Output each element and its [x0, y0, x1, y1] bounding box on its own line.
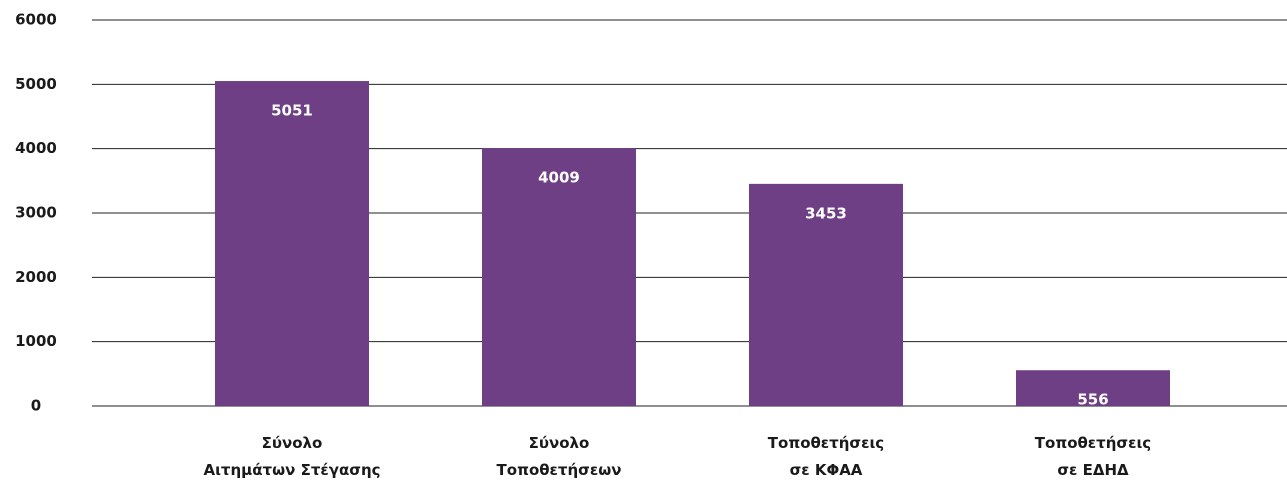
value-label: 556 — [1077, 391, 1108, 409]
x-tick-label: Τοποθετήσεις σε ΚΦΑΑ — [768, 434, 884, 479]
x-tick-label-line: Τοποθετήσεων — [497, 461, 622, 479]
x-tick-label: Σύνολο Αιτημάτων Στέγασης — [203, 434, 380, 479]
value-label: 3453 — [805, 204, 847, 222]
x-tick-label-line: Τοποθετήσεις — [768, 434, 884, 452]
bar — [1016, 370, 1170, 406]
bar — [482, 148, 636, 407]
value-label: 4009 — [538, 169, 580, 187]
y-tick-label: 5000 — [15, 75, 57, 93]
y-tick-label: 1000 — [15, 332, 57, 350]
x-tick-label-line: Αιτημάτων Στέγασης — [203, 461, 380, 479]
y-tick-label: 0 — [31, 397, 41, 415]
x-tick-label-line: σε ΚΦΑΑ — [790, 461, 863, 479]
x-tick-label: Τοποθετήσεις σε ΕΔΗΔ — [1035, 434, 1151, 479]
y-tick-label: 6000 — [15, 11, 57, 29]
x-tick-label-line: σε ΕΔΗΔ — [1057, 461, 1129, 479]
y-tick-label: 2000 — [15, 268, 57, 286]
y-tick-label: 3000 — [15, 204, 57, 222]
bar — [749, 183, 903, 406]
x-tick-label-line: Σύνολο — [262, 434, 323, 452]
y-tick-label: 4000 — [15, 139, 57, 157]
x-tick-label-line: Σύνολο — [529, 434, 590, 452]
x-tick-label-line: Τοποθετήσεις — [1035, 434, 1151, 452]
value-label: 5051 — [271, 102, 313, 120]
bar — [215, 81, 369, 406]
x-tick-label: Σύνολο Τοποθετήσεων — [497, 434, 622, 479]
